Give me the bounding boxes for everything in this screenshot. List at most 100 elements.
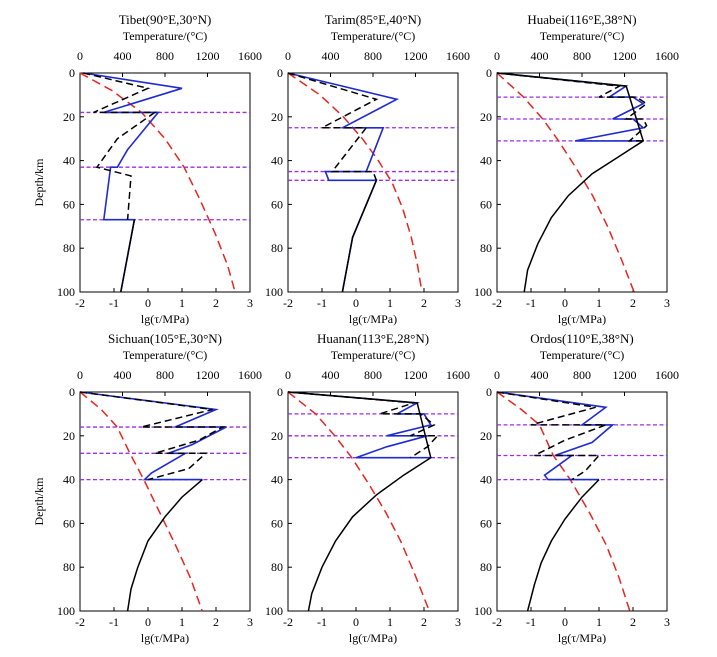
x-tick-label: 1 xyxy=(179,296,185,310)
temperature-tick-label: 0 xyxy=(77,368,83,382)
series-line xyxy=(287,72,379,181)
y-tick-label: 60 xyxy=(271,516,283,530)
y-tick-label: 20 xyxy=(271,429,283,443)
temperature-tick-label: 800 xyxy=(156,49,174,63)
y-axis-label: Depth/km xyxy=(32,158,46,207)
series-line xyxy=(126,479,203,612)
x-tick-label: 0 xyxy=(145,296,151,310)
temperature-tick-label: 400 xyxy=(114,49,132,63)
y-tick-label: 80 xyxy=(480,560,492,574)
series-line xyxy=(79,391,227,481)
series-line xyxy=(83,72,158,220)
plot-frame xyxy=(287,391,459,612)
x-tick-label: 2 xyxy=(213,615,219,629)
y-tick-label: 80 xyxy=(480,241,492,255)
temperature-axis-label: Temperature/(°C) xyxy=(540,29,625,43)
temperature-tick-label: 1200 xyxy=(613,368,637,382)
x-axis-label: lg(τ/MPa) xyxy=(558,631,606,645)
y-tick-label: 0 xyxy=(69,66,75,80)
x-tick-label: -2 xyxy=(492,296,502,310)
y-tick-label: 100 xyxy=(57,285,75,299)
x-tick-label: -1 xyxy=(317,615,327,629)
temperature-tick-label: 800 xyxy=(573,368,591,382)
temperature-axis-label: Temperature/(°C) xyxy=(331,29,416,43)
chart-title: Ordos(110°E,38°N) xyxy=(530,331,633,346)
x-tick-label: -1 xyxy=(109,296,119,310)
y-tick-label: 100 xyxy=(265,285,283,299)
y-tick-label: 20 xyxy=(271,110,283,124)
temperature-tick-label: 0 xyxy=(494,49,500,63)
temperature-axis-label: Temperature/(°C) xyxy=(123,29,208,43)
series-line xyxy=(79,391,203,612)
temperature-axis-label: Temperature/(°C) xyxy=(540,348,625,362)
series-line xyxy=(496,391,607,481)
x-tick-label: 1 xyxy=(387,615,393,629)
y-tick-label: 20 xyxy=(480,110,492,124)
chart-title: Tarim(85°E,40°N) xyxy=(325,12,422,27)
series-line xyxy=(287,72,400,293)
plot-frame xyxy=(287,72,459,293)
x-tick-label: 3 xyxy=(247,615,253,629)
series-line xyxy=(496,72,645,142)
temperature-tick-label: 1200 xyxy=(196,368,220,382)
chart-panel: Huanan(113°E,28°N) Temperature/(°C) -2 -1 0 1… xyxy=(265,331,470,645)
y-tick-label: 20 xyxy=(63,110,75,124)
temperature-axis-label: Temperature/(°C) xyxy=(331,348,416,362)
y-tick-label: 0 xyxy=(69,385,75,399)
x-tick-label: 2 xyxy=(630,296,636,310)
temperature-tick-label: 1600 xyxy=(655,49,679,63)
temperature-tick-label: 400 xyxy=(531,368,549,382)
y-tick-label: 100 xyxy=(474,604,492,618)
y-tick-label: 60 xyxy=(480,516,492,530)
x-tick-label: 0 xyxy=(145,615,151,629)
series-line xyxy=(287,391,432,612)
temperature-tick-label: 400 xyxy=(322,368,340,382)
y-tick-label: 20 xyxy=(480,429,492,443)
x-tick-label: -1 xyxy=(317,296,327,310)
y-tick-label: 40 xyxy=(271,154,283,168)
temperature-tick-label: 800 xyxy=(364,368,382,382)
series-line xyxy=(496,72,645,293)
y-tick-label: 60 xyxy=(63,197,75,211)
x-tick-label: 1 xyxy=(596,296,602,310)
temperature-tick-label: 1600 xyxy=(655,368,679,382)
chart-panel: Ordos(110°E,38°N)Temperature/(°C)-2 -1 0 1 2… xyxy=(474,331,679,645)
y-axis-label: Depth/km xyxy=(32,477,46,526)
series-line xyxy=(526,479,600,612)
series-line xyxy=(287,391,433,459)
x-tick-label: -2 xyxy=(283,296,293,310)
x-tick-label: 0 xyxy=(353,296,359,310)
x-tick-label: 1 xyxy=(387,296,393,310)
temperature-axis-label: Temperature/(°C) xyxy=(123,348,208,362)
y-tick-label: 60 xyxy=(63,516,75,530)
series-line xyxy=(496,72,648,142)
x-tick-label: 2 xyxy=(421,296,427,310)
y-tick-label: 100 xyxy=(265,604,283,618)
x-tick-label: 3 xyxy=(247,296,253,310)
series-line xyxy=(287,391,440,459)
x-tick-label: 0 xyxy=(353,615,359,629)
y-tick-label: 20 xyxy=(63,429,75,443)
x-tick-label: 0 xyxy=(562,296,568,310)
temperature-tick-label: 800 xyxy=(573,49,591,63)
plot-frame xyxy=(79,391,251,612)
y-tick-label: 80 xyxy=(63,560,75,574)
y-tick-label: 100 xyxy=(474,285,492,299)
y-tick-label: 80 xyxy=(271,241,283,255)
y-tick-label: 0 xyxy=(277,385,283,399)
temperature-tick-label: 1200 xyxy=(613,49,637,63)
temperature-tick-label: 0 xyxy=(77,49,83,63)
series-line xyxy=(120,219,136,293)
chart-panel: Sichuan(105°E,30°N) Temperature/(°C) -2 -1 0… xyxy=(32,331,262,645)
y-tick-label: 40 xyxy=(480,154,492,168)
x-axis-label: lg(τ/MPa) xyxy=(558,312,606,326)
chart-panel: Tarim(85°E,40°N) Temperature/(°C) -2 -1 0 1 2 3… xyxy=(265,12,470,326)
x-axis-label: lg(τ/MPa) xyxy=(349,631,397,645)
temperature-tick-label: 1200 xyxy=(404,368,428,382)
chart-title: Tibet(90°E,30°N) xyxy=(119,12,212,27)
x-tick-label: -2 xyxy=(75,296,85,310)
x-tick-label: 0 xyxy=(562,615,568,629)
temperature-tick-label: 0 xyxy=(285,368,291,382)
temperature-tick-label: 400 xyxy=(322,49,340,63)
